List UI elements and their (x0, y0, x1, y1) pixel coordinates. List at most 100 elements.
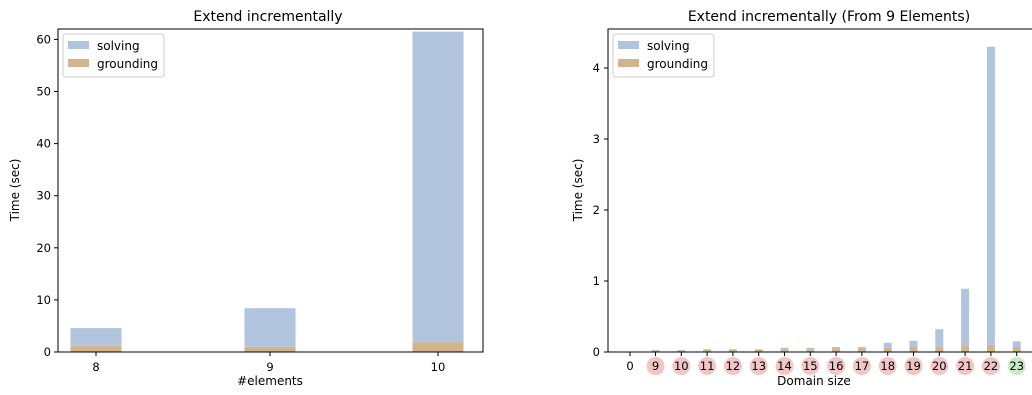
y-tick-label: 1 (593, 274, 600, 288)
x-tick-label: 13 (751, 359, 766, 373)
tick-highlight-14 (775, 357, 794, 375)
bar-grounding-11 (703, 349, 712, 352)
tick-highlights (646, 357, 1026, 375)
tick-highlight-21 (956, 357, 975, 375)
bar-grounding-21 (961, 345, 970, 352)
tick-highlight-18 (878, 357, 897, 375)
bar-grounding-16 (832, 348, 841, 352)
bar-solving-22 (986, 46, 995, 345)
bar-solving-23 (1012, 341, 1021, 348)
x-tick-label: 15 (803, 359, 818, 373)
x-axis: 0 9 10 11 12 13 14 15 16 17 18 19 20 21 22 23 (626, 352, 1024, 373)
bar-solving-17 (857, 347, 866, 349)
chart-title: Extend incrementally (From 9 Elements) (688, 9, 970, 25)
x-tick-label: 18 (880, 359, 895, 373)
tick-highlight-16 (827, 357, 846, 375)
chart-extend-from-9-elements: Extend incrementally (From 9 Elements) 0… (571, 9, 1032, 388)
y-tick-label: 4 (593, 61, 600, 75)
bar-grounding-13 (754, 349, 763, 352)
bar-grounding-10 (412, 342, 464, 352)
bar-solving-16 (832, 347, 841, 349)
x-axis-label: #elements (237, 374, 303, 388)
x-tick-label: 11 (700, 359, 715, 373)
x-tick-label: 12 (726, 359, 741, 373)
x-axis: 8 9 10 (92, 352, 445, 374)
bar-solving-14 (780, 347, 789, 350)
bar-solving-13 (754, 349, 763, 350)
bar-grounding-20 (935, 346, 944, 352)
bar-grounding-9 (651, 350, 660, 352)
tick-highlight-23 (1007, 357, 1026, 375)
y-axis-label: Time (sec) (8, 159, 22, 223)
legend-swatch-grounding (68, 59, 89, 67)
bar-solving-15 (806, 347, 815, 350)
tick-highlight-9 (646, 357, 665, 375)
y-tick-label: 0 (44, 345, 51, 359)
tick-highlight-12 (723, 357, 742, 375)
tick-highlight-13 (749, 357, 768, 375)
x-tick-label: 10 (431, 360, 446, 374)
bar-grounding-12 (728, 349, 737, 352)
tick-highlight-20 (930, 357, 949, 375)
x-tick-label: 23 (1009, 359, 1024, 373)
bar-solving-12 (728, 349, 737, 350)
x-axis-label: Domain size (777, 374, 851, 388)
tick-highlight-17 (852, 357, 871, 375)
bar-solving-10 (412, 31, 464, 343)
bar-solving-10 (677, 349, 686, 351)
y-tick-label: 0 (593, 345, 600, 359)
legend-label-grounding: grounding (97, 57, 158, 71)
bar-grounding-23 (1012, 347, 1021, 352)
bar-grounding-9 (244, 346, 296, 352)
x-tick-label: 14 (777, 359, 792, 373)
tick-highlight-19 (904, 357, 923, 375)
tick-highlight-10 (672, 357, 691, 375)
legend: solving grounding (612, 33, 715, 78)
bar-solving-9 (244, 308, 296, 347)
legend-label-grounding: grounding (647, 57, 708, 71)
x-tick-label: 16 (829, 359, 844, 373)
bar-grounding-22 (986, 344, 995, 352)
y-tick-label: 60 (36, 32, 51, 46)
y-tick-label: 20 (36, 241, 51, 255)
bars (70, 31, 464, 352)
tick-highlight-15 (801, 357, 820, 375)
y-tick-label: 30 (36, 189, 51, 203)
bar-grounding-10 (677, 350, 686, 352)
x-tick-label: 9 (652, 359, 659, 373)
plot-frame (607, 28, 1032, 353)
legend-label-solving: solving (647, 39, 690, 53)
bar-solving-8 (70, 328, 122, 346)
x-tick-label: 22 (984, 359, 999, 373)
y-tick-label: 50 (36, 85, 51, 99)
x-tick-label: 10 (674, 359, 689, 373)
bar-grounding-17 (857, 348, 866, 352)
bar-grounding-18 (883, 347, 892, 352)
bars (651, 46, 1021, 352)
bar-solving-20 (935, 329, 944, 347)
bar-solving-9 (651, 349, 660, 351)
x-tick-label: 0 (626, 359, 633, 373)
legend-label-solving: solving (97, 39, 140, 53)
bar-grounding-15 (806, 349, 815, 352)
tick-highlight-11 (698, 357, 717, 375)
bar-grounding-19 (909, 347, 918, 352)
x-tick-label: 8 (92, 360, 99, 374)
y-axis-label: Time (sec) (571, 159, 585, 223)
legend: solving grounding (62, 33, 165, 78)
x-tick-label: 19 (906, 359, 921, 373)
bar-solving-11 (703, 349, 712, 350)
legend-swatch-solving (68, 41, 89, 49)
y-tick-label: 40 (36, 137, 51, 151)
y-tick-label: 2 (593, 203, 600, 217)
bar-solving-19 (909, 340, 918, 348)
x-tick-label: 21 (958, 359, 973, 373)
tick-highlight-22 (981, 357, 1000, 375)
y-axis: 0 1 2 3 4 (593, 61, 608, 359)
y-tick-label: 10 (36, 293, 51, 307)
bar-grounding-14 (780, 349, 789, 352)
x-tick-label: 20 (932, 359, 947, 373)
chart-title: Extend incrementally (193, 9, 342, 25)
